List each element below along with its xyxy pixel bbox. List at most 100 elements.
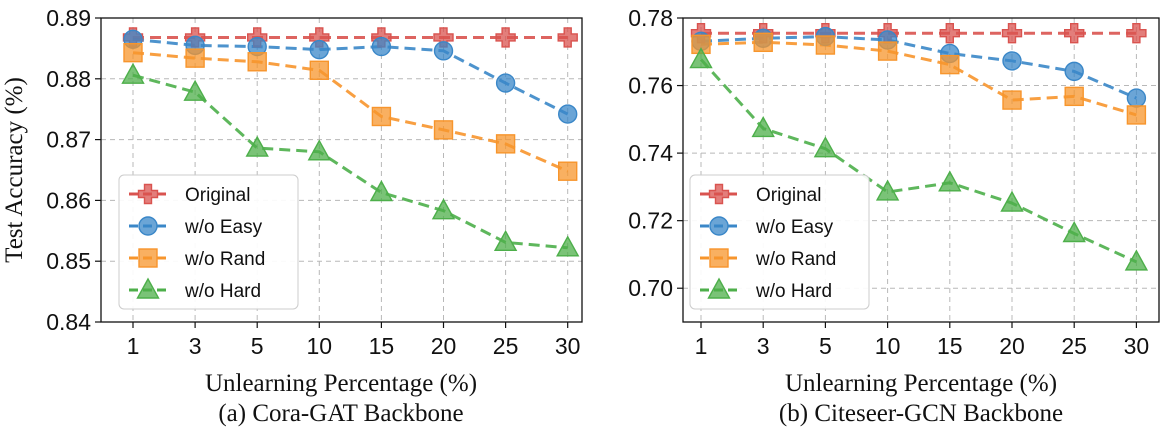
- y-tick-label: 0.72: [628, 208, 673, 234]
- x-tick-label: 20: [431, 333, 457, 359]
- y-tick-label: 0.86: [46, 187, 91, 213]
- legend-label: w/o Hard: [184, 281, 261, 302]
- data-point-square: [1126, 105, 1147, 125]
- axis-ticks-b: 1 3 5 10 15 20 25 30 0.70 0.72 0.74 0.76 0.78: [628, 5, 1149, 359]
- series-line-circle: [700, 35, 1137, 100]
- legend-label: w/o Rand: [755, 249, 836, 270]
- data-point-triangle: [1124, 249, 1149, 271]
- series-markers-a: [121, 27, 580, 257]
- data-point-square: [185, 48, 205, 68]
- data-point-square: [433, 120, 454, 140]
- plot-frame-a: [100, 17, 583, 323]
- data-point-square: [247, 52, 267, 72]
- x-tick-label: 15: [369, 333, 395, 359]
- series-line-square: [132, 51, 569, 173]
- series-line-triangle: [132, 73, 568, 250]
- data-point-circle: [309, 39, 329, 60]
- data-point-square: [940, 54, 960, 75]
- legend-label: w/o Hard: [755, 281, 832, 302]
- x-tick-label: 3: [189, 333, 202, 359]
- data-point-square: [1002, 90, 1022, 110]
- series-lines-a: [132, 36, 569, 250]
- x-tick-label: 5: [251, 333, 264, 359]
- panel-citeseer-gcn: 1 3 5 10 15 20 25 30 0.70 0.72 0.74 0.76 0.78 Origin…: [628, 5, 1160, 427]
- data-point-triangle: [556, 235, 580, 257]
- data-point-circle: [1064, 61, 1084, 82]
- data-point-square: [309, 60, 329, 80]
- data-point-plus: [1063, 23, 1085, 44]
- caption-b: (b) Citeseer-GCN Backbone: [779, 400, 1063, 427]
- series-line-circle: [132, 37, 569, 116]
- data-point-square: [877, 41, 898, 61]
- data-point-triangle: [875, 179, 900, 201]
- data-point-circle: [1126, 88, 1147, 108]
- y-tick-label: 0.70: [628, 275, 673, 301]
- y-tick-label: 0.85: [46, 248, 91, 274]
- data-point-triangle: [938, 170, 962, 192]
- x-tick-label: 10: [875, 333, 901, 359]
- y-tick-label: 0.89: [46, 5, 91, 31]
- data-point-triangle: [121, 62, 145, 84]
- x-tick-label: 25: [1061, 333, 1087, 359]
- data-point-circle: [495, 73, 516, 93]
- data-point-triangle: [307, 139, 331, 161]
- legend-label: w/o Easy: [755, 217, 834, 238]
- legend-box: [118, 174, 299, 310]
- data-point-circle: [371, 36, 392, 57]
- data-point-triangle: [431, 198, 456, 220]
- data-point-triangle: [369, 180, 394, 202]
- y-axis-title-a: Test Accuracy (%): [1, 77, 28, 263]
- data-point-plus: [1001, 23, 1023, 44]
- data-point-triangle: [245, 135, 269, 157]
- legend-b: Original w/o Easy w/o Rand w/o Hard: [689, 174, 870, 310]
- y-tick-label: 0.74: [628, 140, 673, 166]
- legend-label: Original: [756, 185, 821, 206]
- y-tick-label: 0.76: [628, 73, 673, 99]
- data-point-square: [558, 161, 578, 181]
- y-tick-label: 0.87: [46, 127, 91, 153]
- data-point-plus: [557, 27, 578, 48]
- legend-marker-circle: [709, 216, 729, 236]
- data-point-circle: [558, 104, 578, 124]
- series-lines-b: [699, 31, 1138, 264]
- x-tick-label: 1: [127, 333, 140, 359]
- data-point-circle: [1002, 51, 1022, 71]
- series-line-triangle: [699, 58, 1138, 264]
- x-tick-label: 15: [937, 333, 963, 359]
- data-point-triangle: [813, 136, 838, 158]
- series-line-square: [700, 40, 1137, 117]
- legend-a: Original w/o Easy w/o Rand w/o Hard: [118, 174, 299, 310]
- x-tick-label: 20: [999, 333, 1025, 359]
- x-tick-label: 30: [1124, 333, 1150, 359]
- data-point-triangle: [183, 79, 207, 101]
- data-point-triangle: [493, 229, 518, 252]
- legend-marker-triangle: [136, 277, 160, 299]
- data-point-square: [371, 106, 392, 127]
- x-tick-label: 25: [493, 333, 519, 359]
- caption-a: (a) Cora-GAT Backbone: [218, 400, 463, 427]
- legend-label: w/o Easy: [184, 217, 263, 238]
- data-point-square: [1064, 86, 1084, 107]
- legend-marker-square: [709, 248, 729, 268]
- legend-box: [689, 174, 870, 310]
- data-point-triangle: [689, 47, 713, 69]
- data-point-triangle: [751, 116, 775, 138]
- data-point-plus: [495, 27, 516, 48]
- plot-frame-b: [682, 17, 1160, 323]
- y-tick-label: 0.88: [46, 66, 91, 92]
- data-point-square: [123, 42, 143, 63]
- data-point-square: [753, 32, 773, 53]
- legend-label: Original: [185, 185, 250, 206]
- x-axis-title-b: Unlearning Percentage (%): [785, 370, 1057, 397]
- x-tick-label: 5: [819, 333, 832, 359]
- legend-marker-triangle: [707, 277, 731, 299]
- data-point-plus: [1126, 23, 1147, 44]
- series-markers-b: [689, 23, 1149, 271]
- data-point-square: [815, 35, 836, 55]
- x-tick-label: 3: [757, 333, 770, 359]
- x-tick-label: 30: [555, 333, 581, 359]
- panel-cora-gat: 1 3 5 10 15 20 25 30 0.84 0.85 0.86 0.87 0.88 0.89 Or…: [1, 5, 583, 427]
- legend-marker-circle: [138, 216, 158, 236]
- y-tick-label: 0.78: [628, 5, 673, 31]
